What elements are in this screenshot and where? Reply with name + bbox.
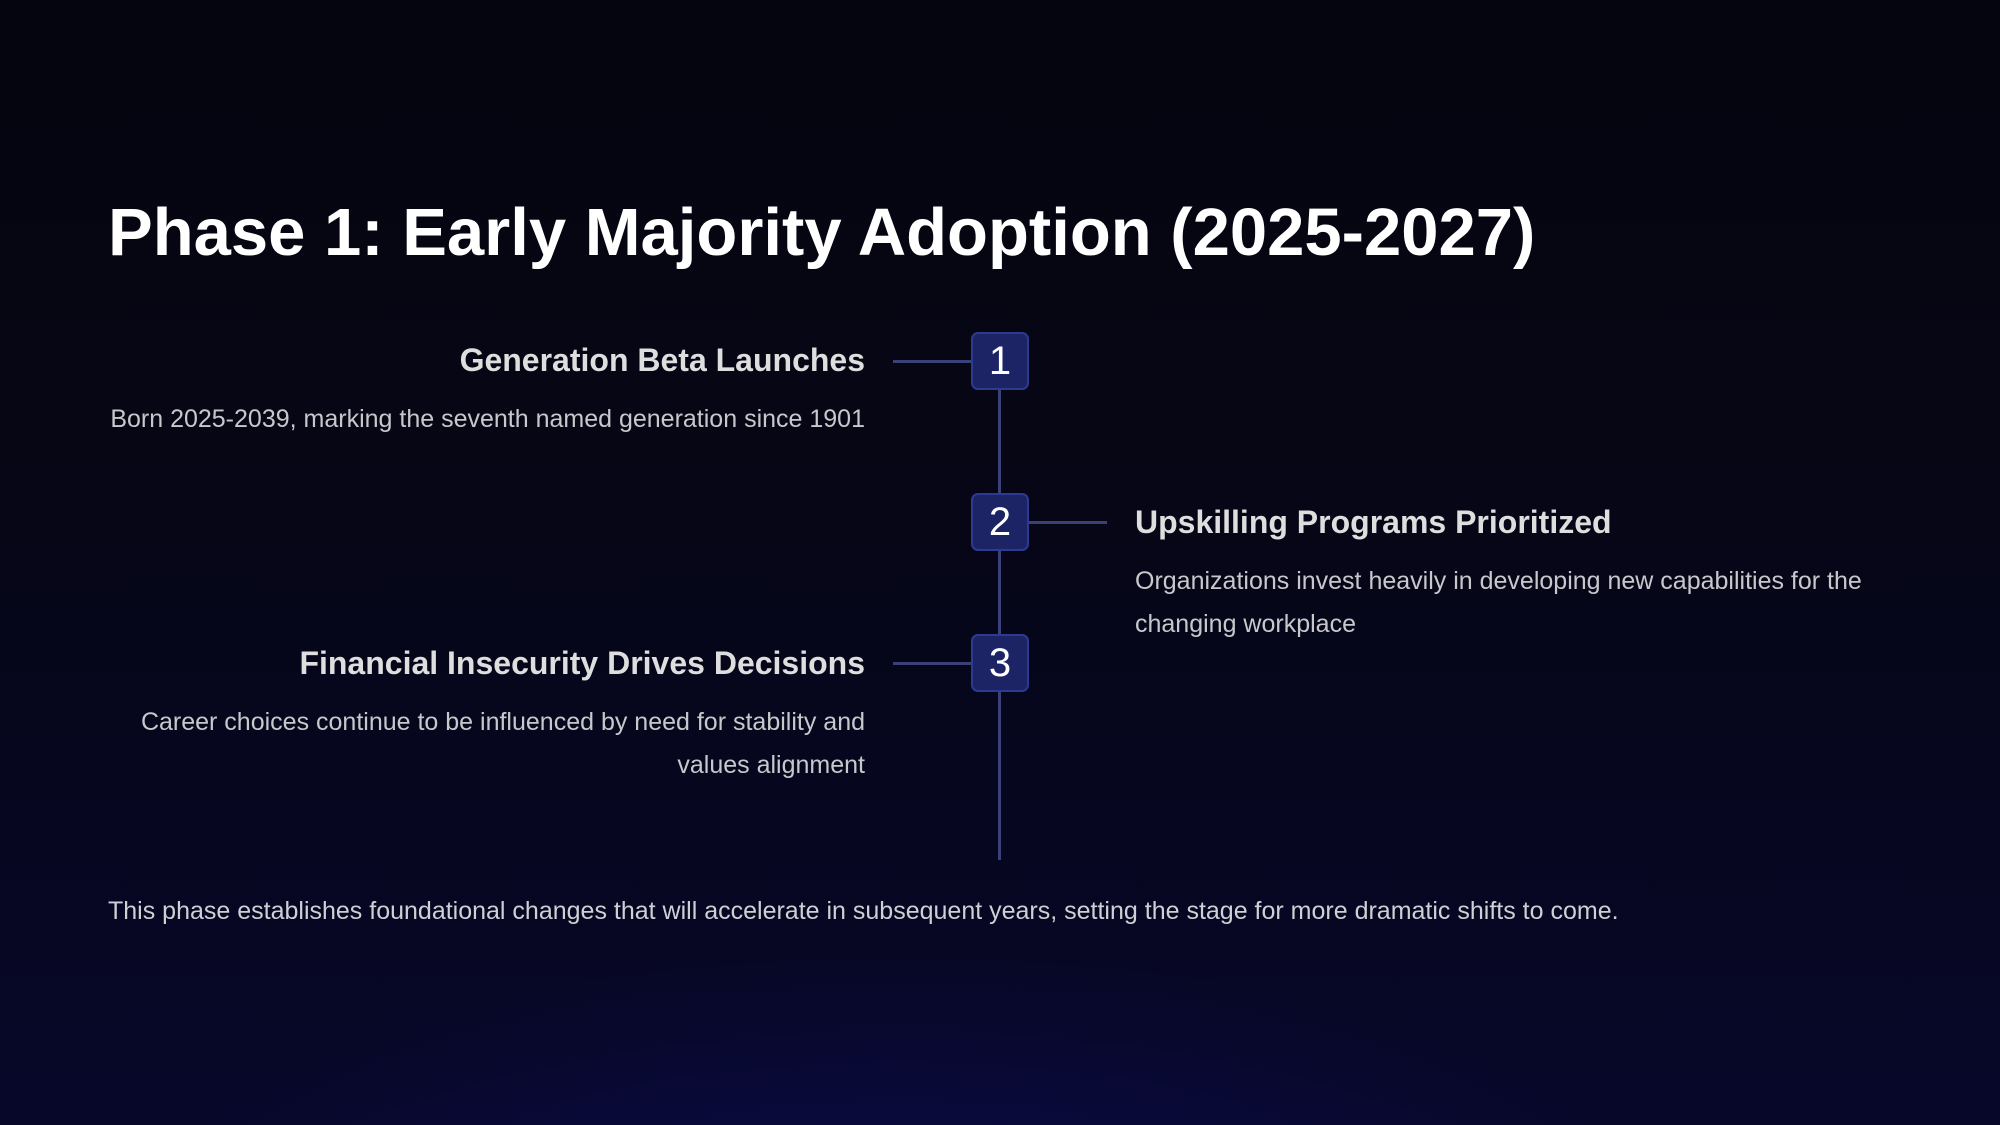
timeline-item-title: Upskilling Programs Prioritized bbox=[1135, 504, 1612, 540]
timeline-item-2: Upskilling Programs Prioritized Organiza… bbox=[1135, 502, 1915, 646]
timeline-item-description: Born 2025-2039, marking the seventh name… bbox=[110, 405, 865, 433]
page-title: Phase 1: Early Majority Adoption (2025-2… bbox=[108, 195, 1536, 270]
timeline-item-3: Financial Insecurity Drives Decisions Ca… bbox=[105, 643, 865, 787]
timeline-spine bbox=[998, 360, 1001, 860]
footer-summary: This phase establishes foundational chan… bbox=[108, 897, 1619, 925]
timeline-connector-1 bbox=[893, 360, 971, 363]
timeline-connector-2 bbox=[1029, 521, 1107, 524]
timeline-item-description: Career choices continue to be influenced… bbox=[140, 708, 865, 779]
timeline-connector-3 bbox=[893, 662, 971, 665]
step-badge-3: 3 bbox=[971, 634, 1029, 692]
step-badge-2: 2 bbox=[971, 493, 1029, 551]
step-badge-1: 1 bbox=[971, 332, 1029, 390]
timeline-item-title: Generation Beta Launches bbox=[459, 342, 865, 378]
timeline-item-1: Generation Beta Launches Born 2025-2039,… bbox=[105, 340, 865, 441]
timeline-item-title: Financial Insecurity Drives Decisions bbox=[299, 645, 865, 681]
timeline-item-description: Organizations invest heavily in developi… bbox=[1135, 567, 1862, 638]
